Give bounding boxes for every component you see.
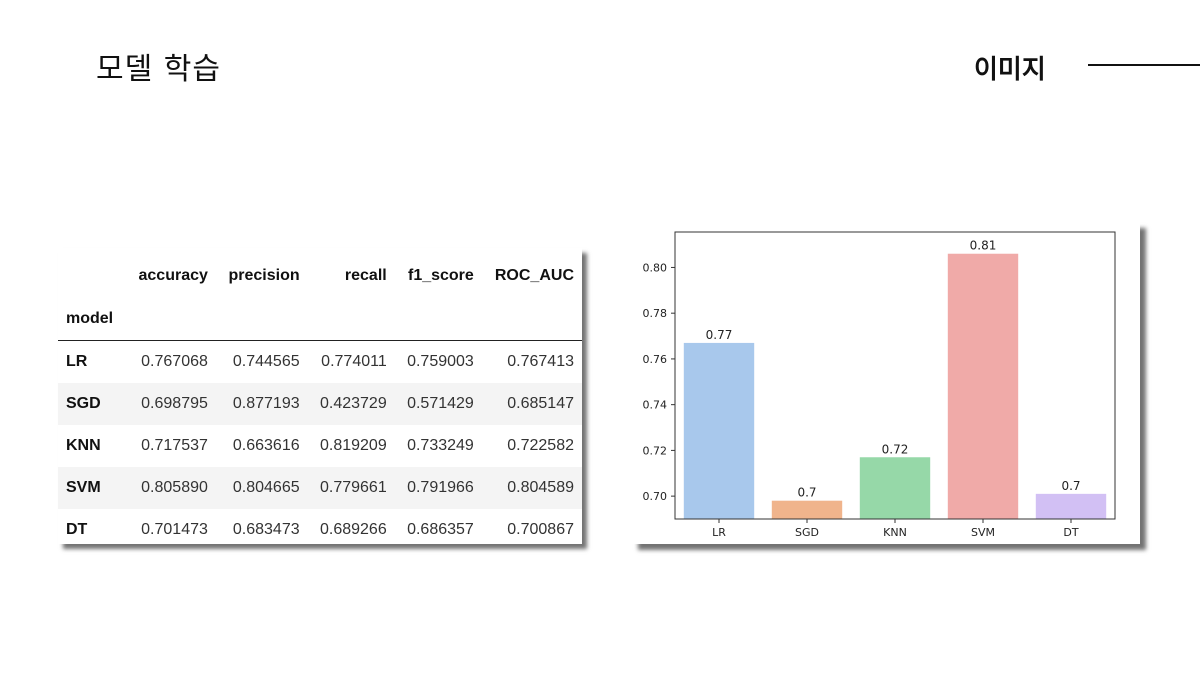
bar-knn — [859, 457, 931, 519]
table-header-row: accuracy precision recall f1_score ROC_A… — [58, 248, 582, 298]
table-cell: 0.663616 — [232, 436, 300, 454]
slide-title: 모델 학습 — [96, 52, 221, 87]
y-tick-label: 0.72 — [643, 444, 668, 457]
y-tick-label: 0.74 — [643, 399, 668, 412]
table-cell: 0.686357 — [407, 520, 474, 538]
index-name: model — [58, 298, 126, 341]
row-label: LR — [66, 352, 88, 370]
table-cell: 0.571429 — [407, 394, 474, 412]
table-row: DT 0.701473 0.683473 0.689266 0.686357 0.7008… — [58, 509, 582, 551]
index-name-row: model — [58, 298, 582, 341]
data-label: 0.81 — [970, 239, 997, 253]
data-label: 0.77 — [706, 328, 733, 342]
bar-svm — [947, 253, 1019, 519]
bar-lr — [683, 342, 755, 519]
index-corner — [58, 248, 126, 298]
table-cell: 0.819209 — [319, 436, 387, 454]
bar-sgd — [771, 500, 843, 519]
table-cell: 0.722582 — [507, 436, 574, 454]
table-cell: 0.717537 — [141, 436, 208, 454]
plot-frame — [674, 231, 1116, 520]
section-divider — [1088, 64, 1200, 66]
row-label: SGD — [66, 394, 101, 412]
table-cell: 0.423729 — [319, 394, 387, 412]
row-label: KNN — [66, 436, 101, 454]
table-cell: 0.733249 — [407, 436, 474, 454]
table-row: LR 0.767068 0.744565 0.774011 0.759003 0.7674… — [58, 341, 582, 383]
table-cell: 0.877193 — [232, 394, 300, 412]
table-cell: 0.683473 — [232, 520, 300, 538]
table-cell: 0.700867 — [507, 520, 574, 538]
x-tick-label: LR — [712, 526, 726, 539]
table-cell: 0.774011 — [321, 352, 387, 370]
table-cell: 0.689266 — [319, 520, 387, 538]
column-header-precision: precision — [228, 267, 300, 284]
table-row: SVM 0.805890 0.804665 0.779661 0.791966 0.804… — [58, 466, 582, 509]
table-cell: 0.805890 — [141, 478, 208, 496]
x-tick-label: KNN — [883, 526, 907, 539]
column-header-accuracy: accuracy — [138, 267, 208, 284]
y-tick-label: 0.76 — [643, 353, 668, 366]
table-cell: 0.759003 — [407, 352, 474, 370]
model-accuracy-chart: 0.70 0.72 0.74 0.76 0.78 0.80 0.77 LR 0.7 SGD 0.72… — [632, 222, 1140, 544]
y-tick-label: 0.70 — [643, 490, 668, 503]
x-tick-label: DT — [1063, 526, 1078, 539]
table-cell: 0.767413 — [507, 352, 574, 370]
y-tick-label: 0.78 — [643, 307, 668, 320]
table-cell: 0.804665 — [232, 478, 300, 496]
row-label: DT — [66, 520, 88, 538]
table-cell: 0.744565 — [232, 352, 300, 370]
table-cell: 0.804589 — [507, 478, 574, 496]
column-header-recall: recall — [344, 267, 387, 284]
data-label: 0.72 — [882, 442, 909, 456]
table-cell: 0.767068 — [141, 352, 208, 370]
table-cell: 0.701473 — [141, 520, 208, 538]
column-header-roc-auc: ROC_AUC — [494, 267, 574, 284]
table-cell: 0.698795 — [141, 394, 208, 412]
table-cell: 0.791966 — [407, 478, 474, 496]
bar-chart-svg: 0.70 0.72 0.74 0.76 0.78 0.80 0.77 LR 0.7 SGD 0.72… — [643, 231, 1116, 539]
column-header-f1-score: f1_score — [407, 267, 474, 284]
data-label: 0.7 — [1061, 479, 1080, 493]
y-tick-label: 0.80 — [643, 261, 668, 274]
x-tick-label: SVM — [971, 526, 995, 539]
data-label: 0.7 — [797, 486, 816, 500]
table-row: KNN 0.717537 0.663616 0.819209 0.733249 0.722… — [58, 425, 582, 467]
section-label: 이미지 — [974, 55, 1046, 85]
table-cell: 0.685147 — [507, 394, 574, 412]
metrics-table: accuracy precision recall f1_score ROC_A… — [58, 248, 582, 544]
table-row: SGD 0.698795 0.877193 0.423729 0.571429 0.685… — [58, 382, 582, 425]
table-cell: 0.779661 — [319, 478, 387, 496]
row-label: SVM — [66, 478, 101, 496]
bar-dt — [1035, 493, 1107, 519]
x-tick-label: SGD — [795, 526, 819, 539]
